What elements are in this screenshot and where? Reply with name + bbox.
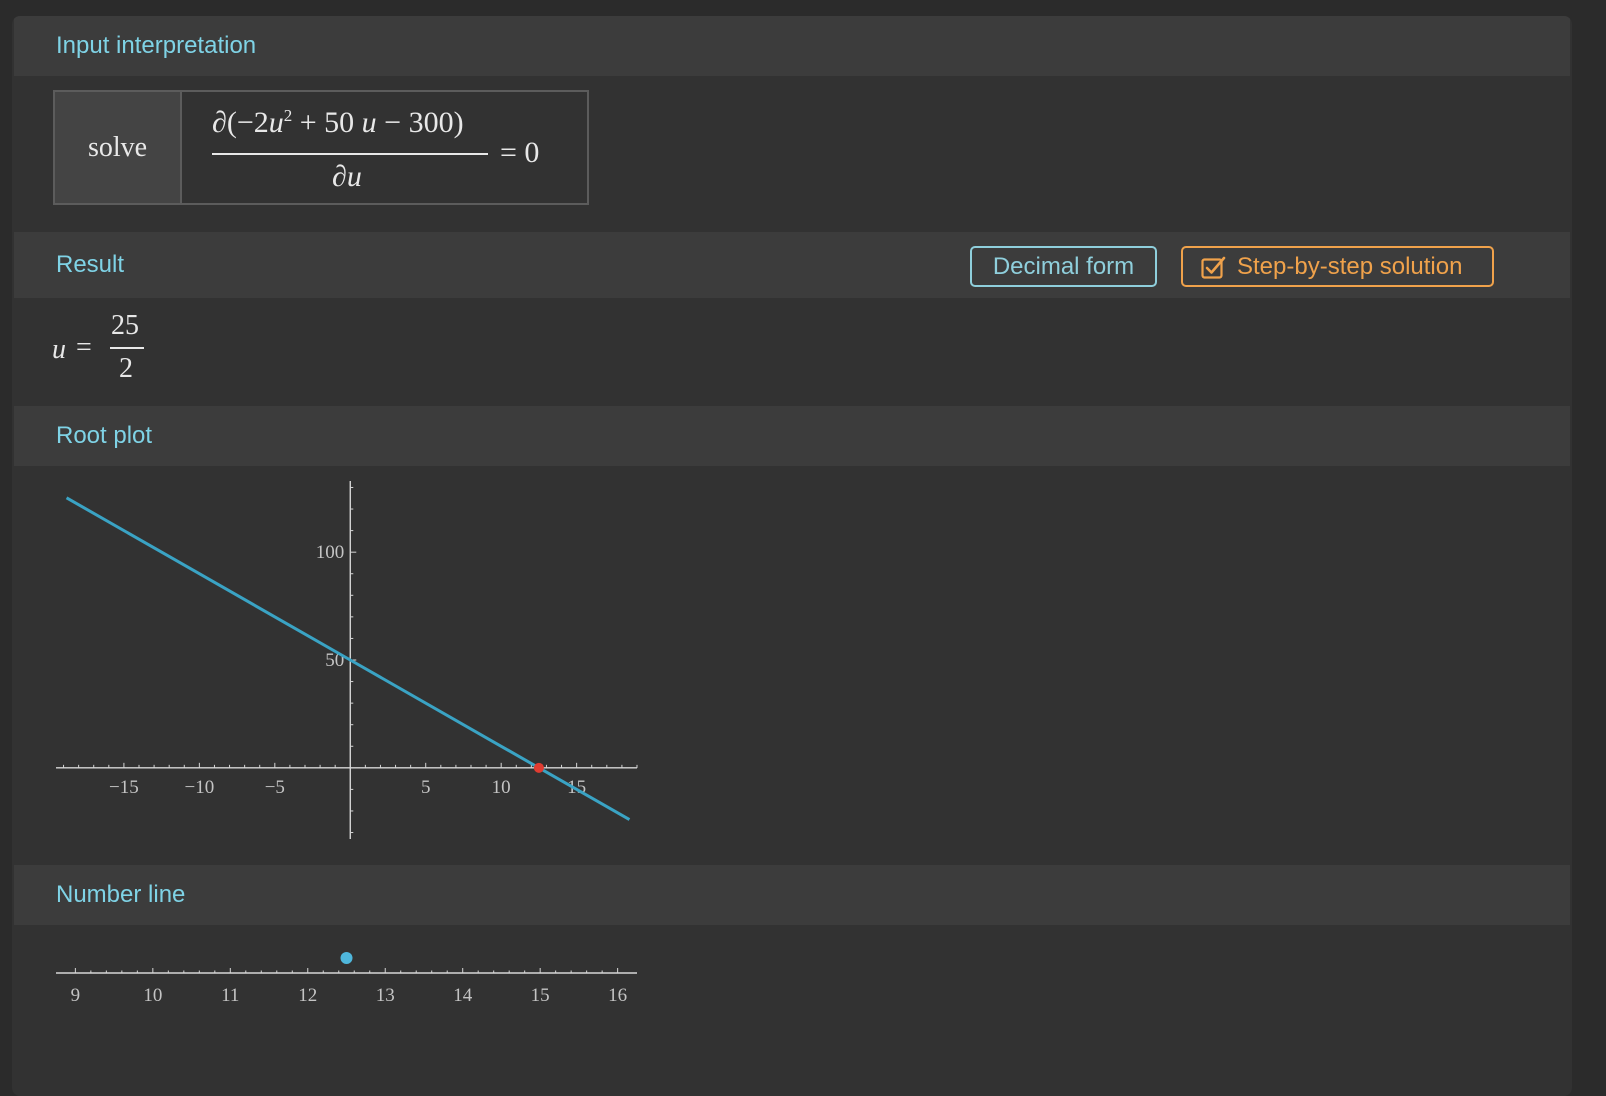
number-line-tick-label: 13 xyxy=(376,985,395,1006)
result-variable: u xyxy=(52,334,66,365)
numerator-tail: − 300) xyxy=(376,106,464,139)
root-plot-line xyxy=(65,496,631,821)
input-interpretation-title: Input interpretation xyxy=(56,32,257,59)
root-plot-x-tick-label: −15 xyxy=(109,777,139,798)
result-fraction-bar xyxy=(110,347,144,349)
checkbox-icon xyxy=(1201,255,1227,279)
expression-denominator: ∂u xyxy=(332,160,362,193)
number-line-tick-label: 12 xyxy=(298,985,317,1006)
numerator-u: u xyxy=(268,106,284,139)
result-equals: = xyxy=(76,332,92,363)
root-plot-x-tick-label: −5 xyxy=(265,777,285,798)
numerator-partial: ∂(−2 xyxy=(212,106,269,139)
fraction-bar xyxy=(212,153,488,155)
root-plot-header: Root plot xyxy=(14,406,1570,466)
number-line-tick-label: 10 xyxy=(143,985,162,1006)
step-by-step-label: Step-by-step solution xyxy=(1237,252,1463,280)
numerator-u2: u xyxy=(361,106,377,139)
number-line-tick-label: 11 xyxy=(221,985,239,1006)
step-by-step-button[interactable]: Step-by-step solution xyxy=(1181,246,1494,287)
number-line-tick-label: 15 xyxy=(531,985,550,1006)
root-plot-x-tick-label: −10 xyxy=(185,777,215,798)
input-expression-box: solve ∂(−2u2 + 50 u − 300) ∂u = 0 xyxy=(53,90,589,205)
decimal-form-button[interactable]: Decimal form xyxy=(970,246,1157,287)
result-title: Result xyxy=(56,251,125,278)
result-numerator: 25 xyxy=(111,310,139,341)
number-line-tick-label: 9 xyxy=(71,985,81,1006)
results-card: Input interpretation solve ∂(−2u2 + 50 u… xyxy=(12,16,1572,1096)
root-plot-x-tick-label: 10 xyxy=(492,777,511,798)
root-plot-x-tick-label: 5 xyxy=(421,777,431,798)
number-line-point xyxy=(340,952,353,964)
expression-rhs: = 0 xyxy=(500,136,540,169)
root-plot-y-tick-label: 100 xyxy=(316,542,345,563)
numerator-exponent: 2 xyxy=(283,106,293,125)
number-line-title: Number line xyxy=(56,881,186,908)
number-line-tick-label: 14 xyxy=(453,985,473,1006)
result-value: u = 25 2 xyxy=(52,310,172,396)
derivative-expression: ∂(−2u2 + 50 u − 300) ∂u = 0 xyxy=(182,92,587,203)
result-header: Result xyxy=(14,232,1570,298)
root-marker xyxy=(533,762,544,773)
decimal-form-label: Decimal form xyxy=(992,252,1135,280)
number-line-tick-label: 16 xyxy=(608,985,627,1006)
solve-label: solve xyxy=(55,92,182,203)
result-denominator: 2 xyxy=(119,353,133,384)
input-interpretation-header: Input interpretation xyxy=(14,16,1570,76)
root-plot-y-tick-label: 50 xyxy=(325,650,344,671)
root-plot-title: Root plot xyxy=(56,422,153,449)
expression-numerator: ∂(−2u2 + 50 u − 300) xyxy=(212,106,464,140)
numerator-middle: + 50 xyxy=(292,106,362,139)
number-line-header: Number line xyxy=(14,865,1570,925)
